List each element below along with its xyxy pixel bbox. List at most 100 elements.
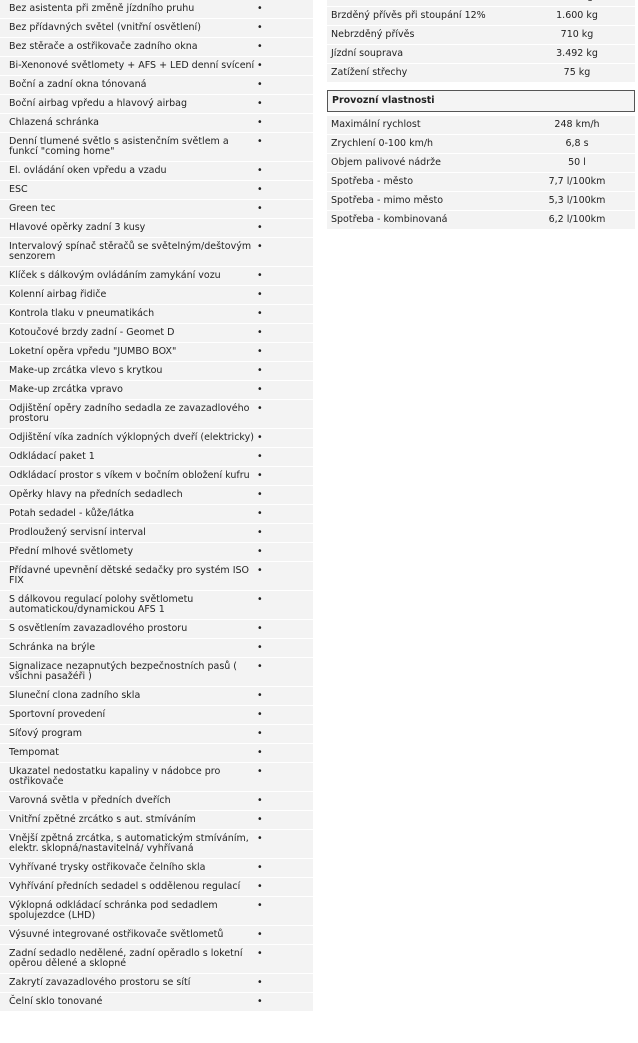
row-value: • bbox=[257, 60, 263, 71]
table-row: Sportovní provedení • bbox=[0, 706, 313, 724]
row-value: • bbox=[257, 690, 263, 701]
row-label: Sportovní provedení bbox=[9, 709, 106, 720]
row-value: • bbox=[257, 308, 263, 319]
table-row: Síťový program • bbox=[0, 725, 313, 743]
table-row: Sluneční clona zadního skla • bbox=[0, 687, 313, 705]
row-label: Síťový program bbox=[9, 728, 83, 739]
table-row: Bez přídavných světel (vnitřní osvětlení… bbox=[0, 19, 313, 37]
row-value: • bbox=[257, 508, 263, 519]
row-value: 6,8 s bbox=[565, 138, 589, 149]
table-row: Boční airbag vpředu a hlavový airbag • bbox=[0, 95, 313, 113]
row-label: S osvětlením zavazadlového prostoru bbox=[9, 623, 188, 634]
table-row: Přední mlhové světlomety • bbox=[0, 543, 313, 561]
table-row: Signalizace nezapnutých bezpečnostních p… bbox=[0, 658, 313, 686]
row-label: Výklopná odkládací schránka pod sedadlem… bbox=[9, 900, 218, 921]
table-row: Bez asistenta při změně jízdního pruhu • bbox=[0, 0, 313, 18]
table-row: El. ovládání oken vpředu a vzadu • bbox=[0, 162, 313, 180]
row-label: S dálkovou regulací polohy světlometu au… bbox=[9, 594, 194, 615]
table-row: Schránka na brýle • bbox=[0, 639, 313, 657]
row-label: Maximální rychlost bbox=[331, 119, 421, 130]
row-label: Kolenní airbag řidiče bbox=[9, 289, 107, 300]
specs-column: Užitečná hmotnost s řidičem625 kg Brzděný… bbox=[327, 0, 635, 230]
row-label: Brzděný přívěs při stoupání 12% bbox=[331, 10, 486, 21]
row-label: Potah sedadel - kůže/látka bbox=[9, 508, 135, 519]
row-label: Odkládací prostor s víkem v bočním oblož… bbox=[9, 470, 250, 481]
row-value: • bbox=[257, 451, 263, 462]
row-label: Odkládací paket 1 bbox=[9, 451, 95, 462]
row-value: • bbox=[257, 546, 263, 557]
table-row: Výklopná odkládací schránka pod sedadlem… bbox=[0, 897, 313, 925]
row-label: Intervalový spínač stěračů se světelným/… bbox=[9, 241, 252, 262]
table-row: Hlavové opěrky zadní 3 kusy • bbox=[0, 219, 313, 237]
row-label: Vnitřní zpětné zrcátko s aut. stmíváním bbox=[9, 814, 196, 825]
row-label: Zadní sedadlo nedělené, zadní opěradlo s… bbox=[9, 948, 243, 969]
row-label: Vnější zpětná zrcátka, s automatickým st… bbox=[9, 833, 249, 854]
row-value: 3.492 kg bbox=[556, 48, 598, 59]
row-label: Zakrytí zavazadlového prostoru se sítí bbox=[9, 977, 191, 988]
performance-table: Maximální rychlost 248 km/h Zrychlení 0-10… bbox=[327, 116, 635, 229]
table-row: Maximální rychlost 248 km/h bbox=[327, 116, 635, 134]
row-label: Vyhřívané trysky ostřikovače čelního skl… bbox=[9, 862, 206, 873]
row-value: 75 kg bbox=[563, 67, 591, 78]
row-label: Opěrky hlavy na předních sedadlech bbox=[9, 489, 183, 500]
table-row: Tempomat • bbox=[0, 744, 313, 762]
row-label: Přídavné upevnění dětské sedačky pro sys… bbox=[9, 565, 250, 586]
table-row: Zrychlení 0-100 km/h 6,8 s bbox=[327, 135, 635, 153]
row-value: • bbox=[257, 642, 263, 653]
table-row: Opěrky hlavy na předních sedadlech • bbox=[0, 486, 313, 504]
table-row: Odjištění opěry zadního sedadla ze zavaz… bbox=[0, 400, 313, 428]
table-row: Vyhřívání předních sedadel s oddělenou r… bbox=[0, 878, 313, 896]
table-row: Make-up zrcátka vlevo s krytkou • bbox=[0, 362, 313, 380]
row-label: Sluneční clona zadního skla bbox=[9, 690, 141, 701]
row-value: • bbox=[257, 203, 263, 214]
row-value: • bbox=[257, 22, 263, 33]
row-value: • bbox=[257, 117, 263, 128]
row-label: Chlazená schránka bbox=[9, 117, 99, 128]
row-value: • bbox=[257, 527, 263, 538]
row-value: • bbox=[257, 948, 263, 959]
row-label: Klíček s dálkovým ovládáním zamykání voz… bbox=[9, 270, 221, 281]
row-value: 625 kg bbox=[519, 0, 635, 2]
row-value: • bbox=[257, 403, 263, 414]
row-label: Spotřeba - město bbox=[331, 176, 414, 187]
table-row: Ukazatel nedostatku kapaliny v nádobce p… bbox=[0, 763, 313, 791]
table-row: Zakrytí zavazadlového prostoru se sítí • bbox=[0, 974, 313, 992]
table-row: Green tec • bbox=[0, 200, 313, 218]
row-value: • bbox=[257, 346, 263, 357]
table-row: Odkládací prostor s víkem v bočním oblož… bbox=[0, 467, 313, 485]
row-label: Ukazatel nedostatku kapaliny v nádobce p… bbox=[9, 766, 221, 787]
row-value: • bbox=[257, 862, 263, 873]
table-row: Klíček s dálkovým ovládáním zamykání voz… bbox=[0, 267, 313, 285]
row-value: • bbox=[257, 289, 263, 300]
row-value: 6,2 l/100km bbox=[548, 214, 606, 225]
row-value: • bbox=[257, 623, 263, 634]
table-row: Odkládací paket 1 • bbox=[0, 448, 313, 466]
table-row: Spotřeba - kombinovaná 6,2 l/100km bbox=[327, 211, 635, 229]
row-value: • bbox=[257, 41, 263, 52]
table-row: Make-up zrcátka vpravo • bbox=[0, 381, 313, 399]
row-label: Tempomat bbox=[9, 747, 59, 758]
row-value: • bbox=[257, 833, 263, 844]
row-label: Bez asistenta při změně jízdního pruhu bbox=[9, 3, 195, 14]
table-row: Vyhřívané trysky ostřikovače čelního skl… bbox=[0, 859, 313, 877]
row-label: Boční airbag vpředu a hlavový airbag bbox=[9, 98, 188, 109]
row-value: • bbox=[257, 184, 263, 195]
row-label: Přední mlhové světlomety bbox=[9, 546, 134, 557]
section-title: Provozní vlastnosti bbox=[327, 90, 635, 112]
table-row: Užitečná hmotnost s řidičem625 kg bbox=[327, 0, 635, 6]
row-label: Bi-Xenonové světlomety + AFS + LED denní… bbox=[9, 60, 255, 71]
table-row: Zadní sedadlo nedělené, zadní opěradlo s… bbox=[0, 945, 313, 973]
row-label: Spotřeba - mimo město bbox=[331, 195, 444, 206]
table-row: Přídavné upevnění dětské sedačky pro sys… bbox=[0, 562, 313, 590]
row-label: Varovná světla v předních dveřích bbox=[9, 795, 171, 806]
row-label: Užitečná hmotnost s řidičem bbox=[331, 0, 519, 2]
table-row: Výsuvné integrované ostřikovače světlome… bbox=[0, 926, 313, 944]
table-row: Zatížení střechy 75 kg bbox=[327, 64, 635, 82]
row-value: 50 l bbox=[568, 157, 586, 168]
row-value: 710 kg bbox=[560, 29, 594, 40]
table-row: Kolenní airbag řidiče • bbox=[0, 286, 313, 304]
row-value: • bbox=[257, 165, 263, 176]
row-value: • bbox=[257, 900, 263, 911]
table-row: Bez stěrače a ostřikovače zadního okna • bbox=[0, 38, 313, 56]
row-label: Odjištění opěry zadního sedadla ze zavaz… bbox=[9, 403, 250, 424]
